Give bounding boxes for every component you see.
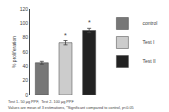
svg-text:20: 20 [22, 77, 28, 83]
svg-text:Values are mean of 3 estimatio: Values are mean of 3 estimations, *Signi… [8, 106, 134, 110]
svg-text:% proliferation: % proliferation [11, 36, 17, 68]
svg-text:control: control [142, 20, 157, 26]
svg-text:Test 1- 50 μg PPF, Test 2- 10: Test 1- 50 μg PPF, Test 2- 100 μg PPF [8, 100, 74, 104]
svg-text:*: * [88, 19, 91, 26]
svg-text:60: 60 [22, 49, 28, 55]
svg-text:*: * [64, 32, 67, 39]
svg-text:40: 40 [22, 63, 28, 69]
svg-text:Test II: Test II [142, 58, 155, 64]
svg-text:120: 120 [20, 6, 29, 12]
svg-text:100: 100 [20, 20, 29, 26]
svg-text:Test I: Test I [142, 39, 154, 45]
svg-text:80: 80 [22, 34, 28, 40]
svg-text:0: 0 [25, 92, 28, 98]
